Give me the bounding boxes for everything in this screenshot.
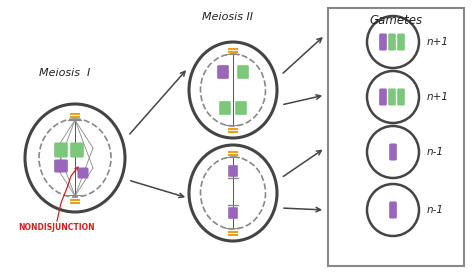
FancyBboxPatch shape xyxy=(228,207,237,219)
FancyBboxPatch shape xyxy=(224,101,231,115)
FancyBboxPatch shape xyxy=(60,143,68,157)
Bar xyxy=(328,8,464,266)
FancyBboxPatch shape xyxy=(70,143,78,157)
FancyBboxPatch shape xyxy=(388,89,396,105)
FancyBboxPatch shape xyxy=(55,143,62,157)
FancyBboxPatch shape xyxy=(237,65,244,79)
FancyBboxPatch shape xyxy=(397,34,405,50)
FancyBboxPatch shape xyxy=(242,65,249,79)
FancyBboxPatch shape xyxy=(55,160,62,172)
Text: Gametes: Gametes xyxy=(369,13,422,27)
Text: Meiosis  I: Meiosis I xyxy=(39,68,91,78)
FancyBboxPatch shape xyxy=(388,34,396,50)
Text: n-1: n-1 xyxy=(427,205,444,215)
FancyBboxPatch shape xyxy=(379,89,387,105)
FancyBboxPatch shape xyxy=(240,101,246,115)
FancyBboxPatch shape xyxy=(78,168,88,178)
FancyBboxPatch shape xyxy=(389,144,397,160)
FancyBboxPatch shape xyxy=(235,101,242,115)
FancyBboxPatch shape xyxy=(219,101,226,115)
FancyBboxPatch shape xyxy=(397,89,405,105)
FancyBboxPatch shape xyxy=(379,34,387,50)
Text: Meiosis II: Meiosis II xyxy=(202,12,254,22)
Text: NONDISJUNCTION: NONDISJUNCTION xyxy=(18,223,95,232)
FancyBboxPatch shape xyxy=(222,65,228,79)
FancyBboxPatch shape xyxy=(389,202,397,218)
FancyBboxPatch shape xyxy=(60,160,68,172)
FancyBboxPatch shape xyxy=(76,143,84,157)
Text: n+1: n+1 xyxy=(427,92,449,102)
Text: n-1: n-1 xyxy=(427,147,444,157)
Text: n+1: n+1 xyxy=(427,37,449,47)
FancyBboxPatch shape xyxy=(217,65,224,79)
FancyBboxPatch shape xyxy=(228,165,237,177)
